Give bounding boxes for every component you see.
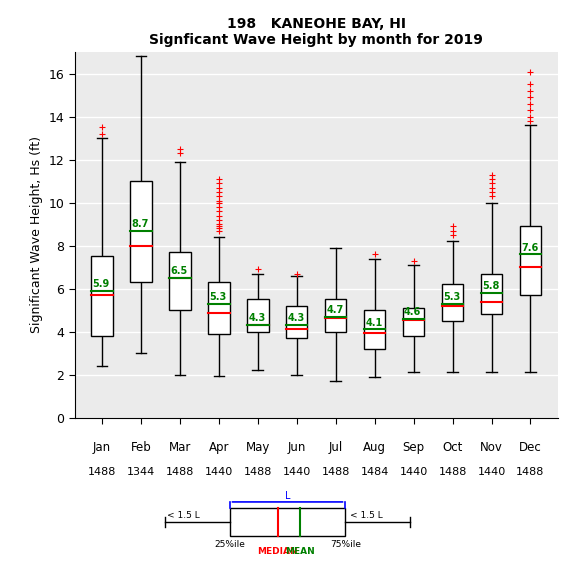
Bar <box>364 310 385 349</box>
Text: 1440: 1440 <box>477 467 505 477</box>
Text: 4.3: 4.3 <box>288 313 305 324</box>
Text: 1488: 1488 <box>166 467 194 477</box>
Bar <box>325 299 347 332</box>
Text: 4.1: 4.1 <box>365 318 382 328</box>
Bar <box>229 508 346 536</box>
Text: 4.6: 4.6 <box>404 307 421 317</box>
Text: 1488: 1488 <box>244 467 272 477</box>
Text: Apr: Apr <box>209 441 229 454</box>
Text: < 1.5 L: < 1.5 L <box>350 512 383 520</box>
Text: 1488: 1488 <box>516 467 545 477</box>
Text: Jan: Jan <box>93 441 111 454</box>
Text: Jun: Jun <box>288 441 306 454</box>
Text: 1488: 1488 <box>321 467 350 477</box>
Bar <box>442 284 463 321</box>
Text: 1440: 1440 <box>283 467 311 477</box>
Text: 1488: 1488 <box>438 467 467 477</box>
Text: 1440: 1440 <box>400 467 428 477</box>
Text: < 1.5 L: < 1.5 L <box>167 512 200 520</box>
Y-axis label: Significant Wave Height, Hs (ft): Significant Wave Height, Hs (ft) <box>30 136 43 334</box>
Text: MEDIAN: MEDIAN <box>258 548 298 556</box>
Text: Sep: Sep <box>402 441 425 454</box>
Text: 4.7: 4.7 <box>326 305 343 315</box>
Text: 1488: 1488 <box>88 467 116 477</box>
Text: Feb: Feb <box>131 441 151 454</box>
Text: 5.3: 5.3 <box>209 292 227 302</box>
Text: 6.5: 6.5 <box>170 266 187 276</box>
Text: 5.9: 5.9 <box>93 279 110 289</box>
Bar <box>131 181 152 282</box>
Text: 1440: 1440 <box>205 467 233 477</box>
Bar <box>247 299 269 332</box>
Text: Oct: Oct <box>442 441 463 454</box>
Text: L: L <box>285 491 290 501</box>
Bar <box>208 282 229 333</box>
Text: 5.3: 5.3 <box>443 292 461 302</box>
Bar <box>481 274 502 314</box>
Text: 8.7: 8.7 <box>132 219 149 229</box>
Text: 7.6: 7.6 <box>521 242 538 252</box>
Text: 5.8: 5.8 <box>482 281 499 291</box>
Bar <box>286 306 308 338</box>
Text: Mar: Mar <box>168 441 191 454</box>
Text: Jul: Jul <box>328 441 343 454</box>
Text: 1344: 1344 <box>127 467 155 477</box>
Text: Dec: Dec <box>519 441 542 454</box>
Text: May: May <box>246 441 270 454</box>
Text: 4.3: 4.3 <box>248 313 266 324</box>
Text: MEAN: MEAN <box>286 548 315 556</box>
Bar <box>520 226 541 295</box>
Text: 1484: 1484 <box>361 467 389 477</box>
Text: 75%ile: 75%ile <box>330 540 361 549</box>
Bar <box>169 252 191 310</box>
Text: Aug: Aug <box>363 441 386 454</box>
Text: 25%ile: 25%ile <box>214 540 245 549</box>
Title: 198   KANEOHE BAY, HI
Signficant Wave Height by month for 2019: 198 KANEOHE BAY, HI Signficant Wave Heig… <box>150 17 483 47</box>
Bar <box>91 256 113 336</box>
Bar <box>403 308 424 336</box>
Text: Nov: Nov <box>480 441 503 454</box>
